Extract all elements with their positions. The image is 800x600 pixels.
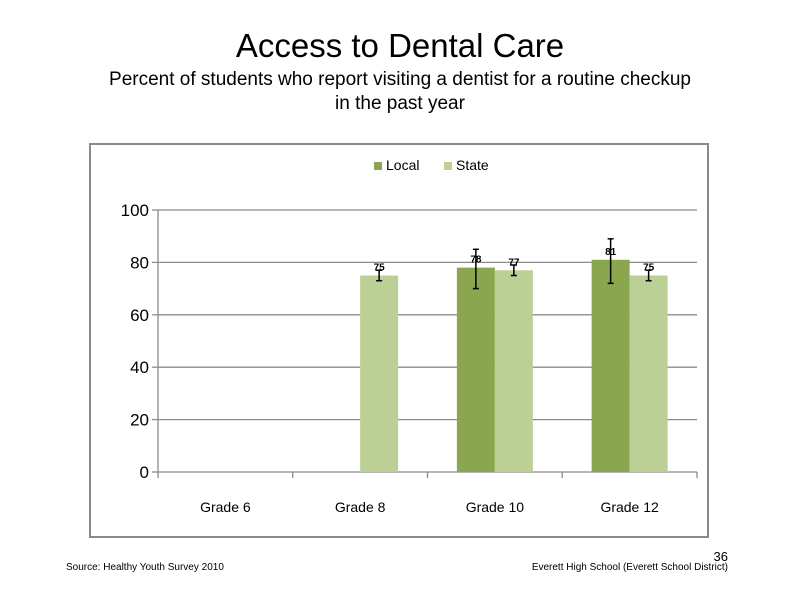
legend-label-local: Local — [386, 157, 419, 173]
page-subtitle: Percent of students who report visiting … — [109, 69, 691, 114]
y-tick-label: 100 — [121, 201, 149, 220]
page-title: Access to Dental Care — [235, 27, 565, 64]
page-number: 36 — [713, 549, 728, 564]
x-tick-label: Grade 12 — [600, 499, 659, 515]
x-tick-label: Grade 10 — [466, 499, 525, 515]
y-tick-label: 20 — [130, 411, 149, 430]
y-tick-label: 0 — [140, 463, 149, 482]
legend-label-state: State — [456, 157, 489, 173]
bar-state — [494, 270, 533, 472]
bar-local — [456, 267, 495, 472]
legend-swatch-local — [374, 162, 382, 170]
bar-local — [591, 259, 630, 472]
y-tick-label: 80 — [130, 253, 149, 272]
data-label: 78 — [470, 255, 482, 266]
x-tick-label: Grade 6 — [200, 499, 251, 515]
data-label: 81 — [605, 247, 617, 258]
data-label: 77 — [508, 257, 520, 268]
source-note: Source: Healthy Youth Survey 2010 — [66, 562, 224, 573]
data-label: 75 — [643, 263, 655, 274]
legend-swatch-state — [444, 162, 452, 170]
bar-state — [360, 275, 399, 472]
data-label: 75 — [374, 263, 386, 274]
dental-care-bar-chart: 0 20 40 60 80 100 Grade 6 Grade 8 75 Grade 10 78 77… — [121, 157, 698, 515]
x-tick-label: Grade 8 — [335, 499, 386, 515]
bar-state — [629, 275, 668, 472]
chart-frame: 0 20 40 60 80 100 Grade 6 Grade 8 75 Grade 10 78 77… — [89, 143, 709, 538]
y-tick-label: 60 — [130, 306, 149, 325]
school-name: Everett High School (Everett School Dist… — [531, 562, 728, 573]
y-tick-label: 40 — [130, 358, 149, 377]
